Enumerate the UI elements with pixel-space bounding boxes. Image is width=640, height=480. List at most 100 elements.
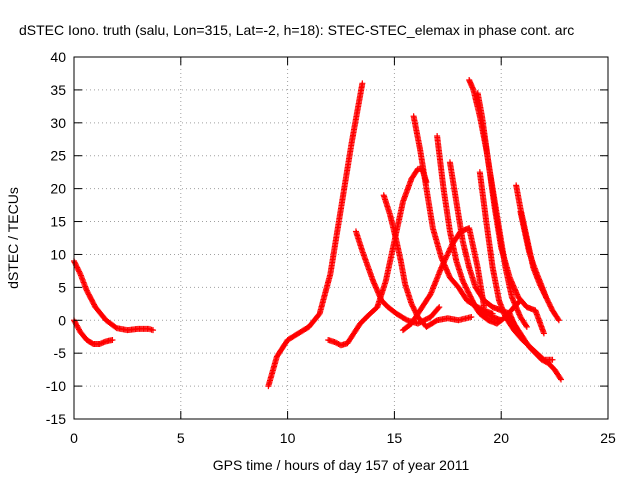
y-tick-label: 15 bbox=[50, 214, 66, 230]
data-point-marker bbox=[546, 300, 553, 307]
data-point-marker bbox=[72, 260, 79, 267]
data-point-marker bbox=[544, 296, 551, 303]
data-point-marker bbox=[443, 253, 450, 260]
data-point-marker bbox=[555, 316, 562, 323]
series-arc-17 bbox=[468, 297, 524, 327]
data-point-marker bbox=[408, 300, 415, 307]
y-tick-label: -15 bbox=[46, 411, 66, 427]
y-tick-label: 5 bbox=[58, 279, 66, 295]
data-point-marker bbox=[436, 304, 443, 311]
data-point-marker bbox=[549, 356, 556, 363]
data-point-marker bbox=[442, 256, 449, 263]
data-point-marker bbox=[543, 295, 550, 302]
data-point-marker bbox=[75, 267, 82, 274]
data-point-marker bbox=[76, 269, 83, 276]
data-point-marker bbox=[76, 268, 83, 275]
series-arc-1 bbox=[71, 258, 157, 334]
data-point-marker bbox=[411, 307, 418, 314]
data-point-marker bbox=[462, 284, 469, 291]
data-point-marker bbox=[463, 285, 470, 292]
data-point-marker bbox=[545, 299, 552, 306]
data-point-marker bbox=[442, 255, 449, 262]
data-point-marker bbox=[439, 261, 446, 268]
data-point-marker bbox=[74, 265, 81, 272]
data-point-marker bbox=[411, 306, 418, 313]
data-point-marker bbox=[517, 297, 524, 304]
data-point-marker bbox=[466, 292, 473, 299]
data-point-marker bbox=[546, 302, 553, 309]
data-point-marker bbox=[445, 249, 452, 256]
x-tick-label: 0 bbox=[70, 430, 78, 446]
data-point-marker bbox=[558, 376, 565, 383]
plot-frame bbox=[73, 56, 609, 420]
data-point-marker bbox=[557, 375, 564, 382]
y-tick-label: 40 bbox=[50, 49, 66, 65]
y-tick-label: 35 bbox=[50, 82, 66, 98]
series-arc-3 bbox=[265, 80, 366, 390]
series-arc-7 bbox=[410, 113, 496, 317]
y-tick-label: 25 bbox=[50, 148, 66, 164]
data-point-marker bbox=[464, 286, 471, 293]
data-point-marker bbox=[466, 290, 473, 297]
data-point-marker bbox=[481, 304, 488, 311]
data-point-marker bbox=[465, 289, 472, 296]
data-point-marker bbox=[459, 277, 466, 284]
data-point-marker bbox=[547, 303, 554, 310]
data-point-marker bbox=[555, 317, 562, 324]
x-tick-label: 5 bbox=[177, 430, 185, 446]
data-point-marker bbox=[73, 263, 80, 270]
y-axis-title: dSTEC / TECUs bbox=[5, 187, 21, 289]
data-point-marker bbox=[438, 264, 445, 271]
series-arc-12 bbox=[474, 90, 547, 337]
data-point-marker bbox=[441, 257, 448, 264]
data-points bbox=[71, 77, 565, 390]
data-point-marker bbox=[461, 280, 468, 287]
x-tick-label: 25 bbox=[600, 430, 616, 446]
data-point-marker bbox=[462, 283, 469, 290]
axis-tick-labels: 0 5 10 15 20 25 -15 -10 -5 0 5 10 15 20 25 30 35 40 bbox=[46, 49, 616, 446]
data-point-marker bbox=[468, 313, 475, 320]
data-point-marker bbox=[523, 323, 530, 330]
data-point-marker bbox=[544, 298, 551, 305]
y-tick-label: 0 bbox=[58, 312, 66, 328]
x-tick-label: 20 bbox=[493, 430, 509, 446]
data-point-marker bbox=[440, 259, 447, 266]
data-point-marker bbox=[523, 322, 530, 329]
data-point-marker bbox=[461, 281, 468, 288]
data-point-marker bbox=[359, 80, 366, 87]
y-tick-label: -5 bbox=[54, 345, 67, 361]
axis-ticks bbox=[73, 56, 609, 420]
data-point-marker bbox=[444, 252, 451, 259]
data-point-marker bbox=[150, 327, 157, 334]
series-arc-16 bbox=[506, 313, 565, 383]
data-point-marker bbox=[445, 248, 452, 255]
chart-title: dSTEC Iono. truth (salu, Lon=315, Lat=-2… bbox=[19, 22, 574, 38]
x-axis-title: GPS time / hours of day 157 of year 2011 bbox=[213, 457, 470, 473]
data-point-marker bbox=[543, 294, 550, 301]
y-tick-label: 20 bbox=[50, 181, 66, 197]
data-point-marker bbox=[74, 264, 81, 271]
x-tick-label: 10 bbox=[280, 430, 296, 446]
grid bbox=[74, 57, 608, 419]
data-point-marker bbox=[439, 263, 446, 270]
data-point-marker bbox=[444, 251, 451, 258]
data-point-marker bbox=[71, 259, 78, 266]
y-tick-label: -10 bbox=[46, 378, 66, 394]
data-point-marker bbox=[409, 303, 416, 310]
y-tick-label: 30 bbox=[50, 115, 66, 131]
x-tick-label: 15 bbox=[387, 430, 403, 446]
data-point-marker bbox=[440, 260, 447, 267]
series-arc-15 bbox=[517, 208, 550, 301]
y-tick-label: 10 bbox=[50, 246, 66, 262]
data-point-marker bbox=[548, 304, 555, 311]
data-point-marker bbox=[467, 293, 474, 300]
data-point-marker bbox=[540, 330, 547, 337]
data-point-marker bbox=[109, 337, 116, 344]
data-point-marker bbox=[460, 279, 467, 286]
data-point-marker bbox=[435, 305, 442, 312]
data-point-marker bbox=[516, 298, 523, 305]
data-point-marker bbox=[409, 302, 416, 309]
data-point-marker bbox=[464, 288, 471, 295]
